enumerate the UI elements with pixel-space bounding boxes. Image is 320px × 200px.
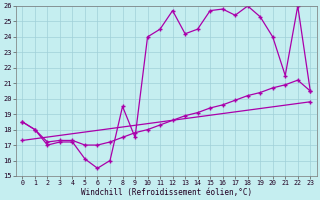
- X-axis label: Windchill (Refroidissement éolien,°C): Windchill (Refroidissement éolien,°C): [81, 188, 252, 197]
